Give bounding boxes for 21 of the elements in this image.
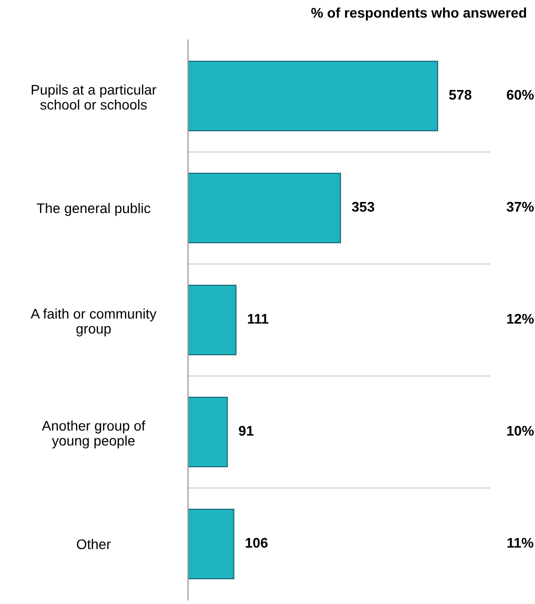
y-tick-label: Another group of young people: [42, 420, 146, 448]
text: % of respondents who answered: [311, 8, 526, 20]
text: 37%: [506, 202, 534, 212]
y-tick-label: Other: [76, 538, 111, 550]
y-tick-label: The general public: [36, 202, 150, 216]
data-label: 106: [246, 538, 268, 548]
bar: [188, 284, 236, 356]
text: 10%: [507, 426, 534, 436]
bar: [188, 396, 228, 468]
y-tick-label: Pupils at a particular school or schools: [32, 84, 156, 110]
text: 11%: [508, 538, 534, 548]
bar: [188, 508, 234, 580]
text: 12%: [507, 314, 534, 324]
data-label: 91: [238, 426, 254, 436]
data-label: 111: [248, 314, 268, 324]
data-label: 578: [449, 90, 472, 100]
data-label: 353: [352, 202, 374, 212]
y-tick-label: A faith or community group: [30, 308, 156, 336]
bar: [188, 172, 341, 244]
bar: [188, 60, 438, 132]
text: 60%: [506, 90, 534, 100]
